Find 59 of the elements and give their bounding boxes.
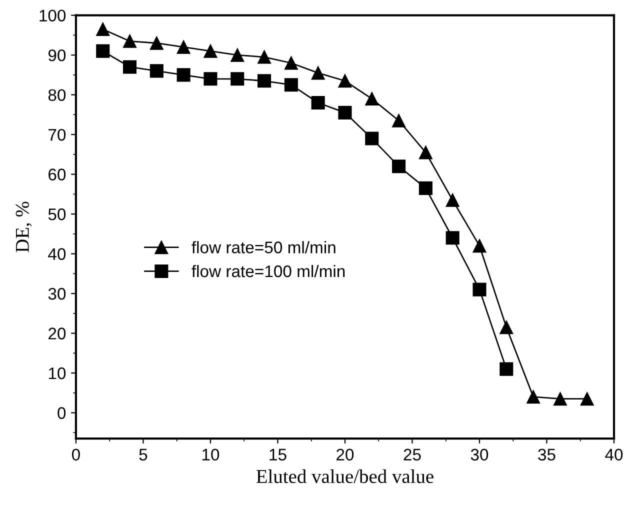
point	[204, 44, 218, 58]
y-tick-label: 50	[48, 208, 66, 220]
x-tick-label: 15	[270, 448, 286, 461]
point	[311, 96, 325, 110]
y-tick-label: 100	[40, 10, 66, 22]
point	[230, 48, 244, 62]
point	[258, 50, 272, 64]
y-tick-label: 80	[48, 89, 66, 101]
point	[392, 114, 406, 128]
x-tick-label: 35	[538, 448, 556, 461]
x-tick-label: 30	[470, 448, 488, 461]
point	[553, 392, 567, 406]
x-tick-label: 10	[202, 448, 220, 461]
point	[418, 181, 432, 195]
point	[311, 66, 325, 80]
point	[122, 60, 137, 74]
y-tick-label: 40	[48, 248, 66, 260]
point	[500, 320, 514, 334]
point	[446, 231, 460, 245]
point	[284, 56, 298, 70]
point	[176, 68, 190, 82]
y-tick-label: 20	[48, 328, 66, 340]
y-tick-label: 30	[48, 288, 66, 300]
x-tick-label: 5	[139, 448, 148, 461]
point	[338, 74, 352, 88]
x-tick-label: 40	[605, 448, 623, 461]
y-tick-label: 90	[48, 49, 66, 62]
point	[96, 44, 110, 58]
point	[204, 72, 218, 86]
x-tick-label: 20	[336, 448, 354, 461]
point	[392, 160, 406, 174]
legend-label: flow rate=100 ml/min	[192, 264, 345, 278]
y-tick-label: 10	[48, 367, 66, 380]
point	[150, 36, 164, 50]
point	[284, 78, 298, 92]
point	[446, 193, 460, 207]
point	[176, 40, 190, 54]
point	[418, 146, 432, 160]
point	[230, 72, 244, 86]
y-tick-label: 60	[48, 168, 66, 180]
y-tick-label: 0	[58, 407, 66, 419]
y-tick-label: 70	[48, 128, 66, 141]
point	[122, 34, 137, 48]
legend-label: flow rate=50 ml/min	[192, 241, 336, 254]
y-axis-title: DE, %	[16, 202, 32, 252]
point	[258, 74, 272, 88]
point	[580, 392, 594, 406]
point	[526, 390, 540, 404]
x-axis-title: Eluted value/bed value	[256, 469, 434, 484]
point	[500, 362, 514, 376]
point	[472, 239, 486, 253]
x-tick-label: 0	[72, 448, 80, 461]
point	[365, 132, 379, 146]
point	[472, 282, 486, 296]
point	[96, 22, 110, 36]
point	[338, 106, 352, 120]
point	[365, 92, 379, 106]
x-tick-label: 25	[404, 448, 421, 461]
point	[150, 64, 164, 78]
